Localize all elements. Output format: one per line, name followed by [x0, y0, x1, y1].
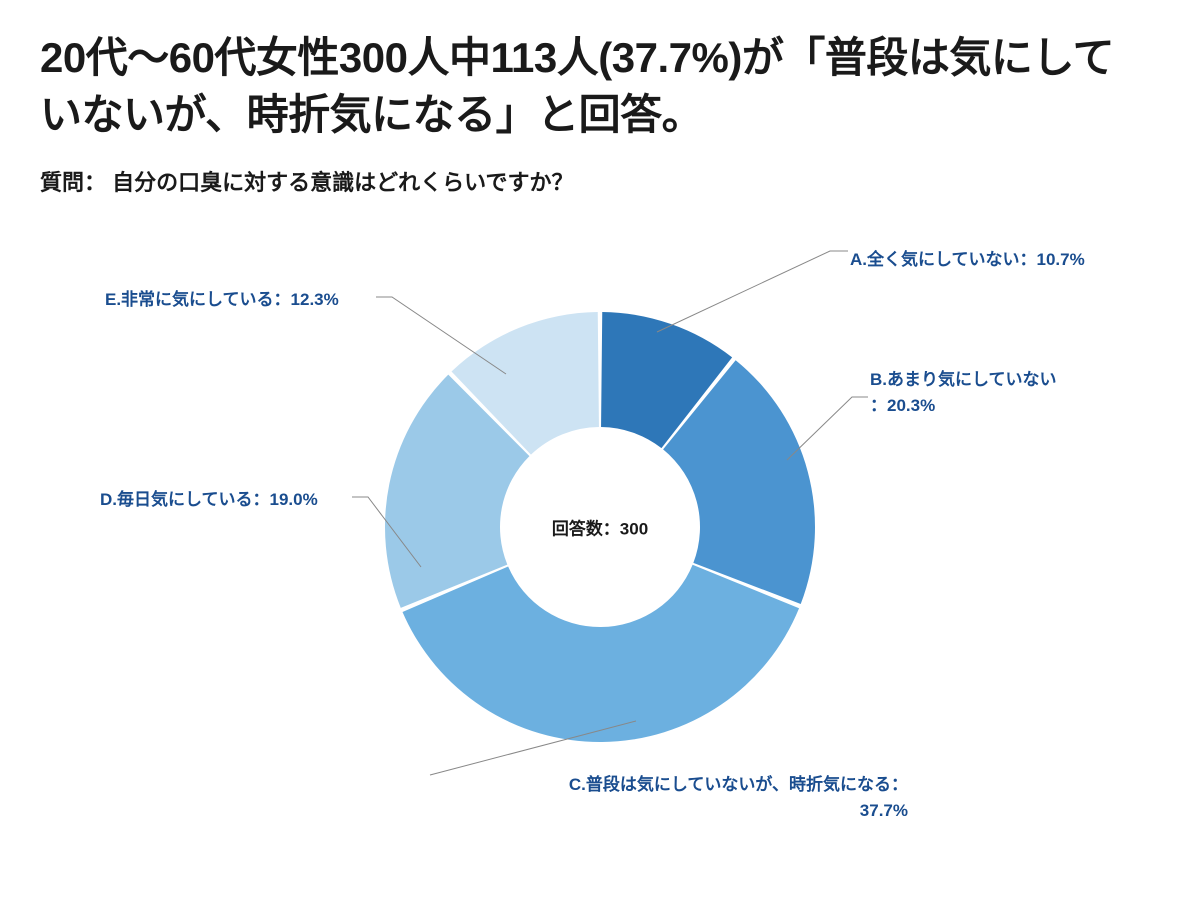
- leader-line-a: [657, 251, 848, 332]
- slice-label-a: A.全く気にしていない：10.7%: [850, 247, 1085, 273]
- slice-label-line: ：20.3%: [870, 393, 1057, 419]
- slice-label-line: B.あまり気にしていない: [870, 367, 1057, 393]
- slice-label-line: C.普段は気にしていないが、時折気になる：: [569, 772, 908, 798]
- chart-center-label: 回答数：300: [552, 515, 648, 540]
- slice-label-c: C.普段は気にしていないが、時折気になる：37.7%: [569, 772, 908, 823]
- slice-label-line: 37.7%: [569, 798, 908, 824]
- slice-label-b: B.あまり気にしていない：20.3%: [870, 367, 1057, 418]
- slice-label-line: A.全く気にしていない：10.7%: [850, 247, 1085, 273]
- slice-label-line: D.毎日気にしている：19.0%: [100, 487, 318, 513]
- chart-question: 質問： 自分の口臭に対する意識はどれくらいですか？: [40, 165, 1138, 197]
- donut-chart: 回答数：300 A.全く気にしていない：10.7% B.あまり気にしていない：20…: [40, 217, 1138, 857]
- slice-label-d: D.毎日気にしている：19.0%: [100, 487, 318, 513]
- slice-label-e: E.非常に気にしている：12.3%: [105, 287, 339, 313]
- chart-title: 20代～60代女性300人中113人(37.7%)が「普段は気にしていないが、時…: [40, 30, 1138, 143]
- donut-slice-c: [403, 565, 800, 742]
- slice-label-line: E.非常に気にしている：12.3%: [105, 287, 339, 313]
